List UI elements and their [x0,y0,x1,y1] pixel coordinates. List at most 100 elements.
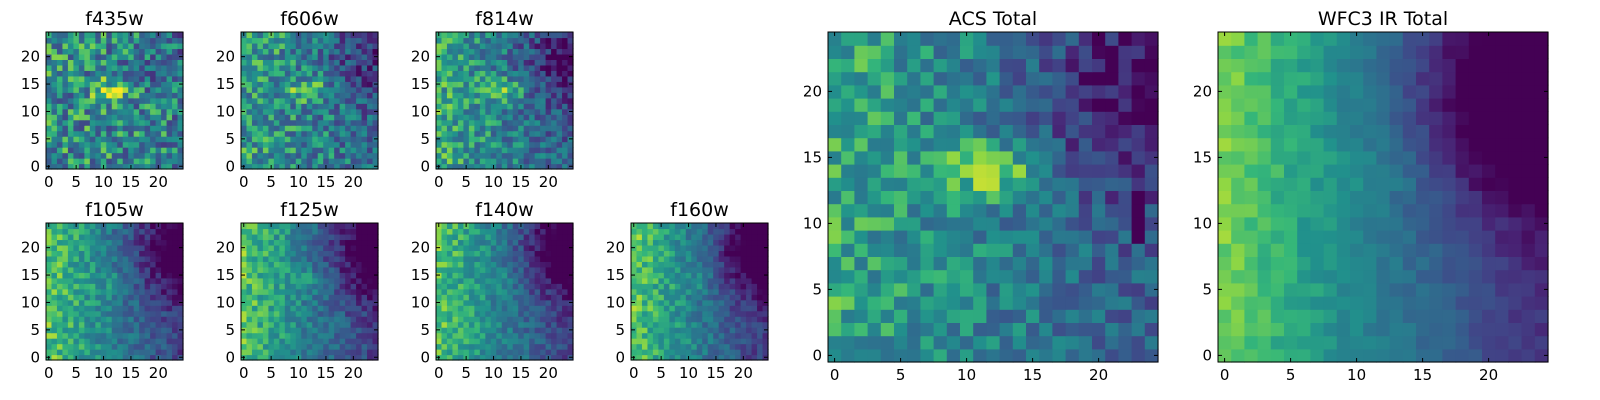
heatmap-cell [540,266,547,273]
heatmap-cell [273,305,280,312]
heatmap-cell [144,75,151,82]
heatmap-cell [545,233,552,241]
heatmap-cell [1105,164,1119,178]
y-tick-label: 5 [225,321,235,339]
heatmap-cell [122,70,129,77]
heatmap-cell [457,327,464,334]
heatmap-cell [485,92,492,99]
heatmap-cell [479,158,486,165]
heatmap-cell [907,164,921,178]
heatmap-cell [51,125,58,132]
heatmap-cell [51,266,58,273]
heatmap-cell [345,64,352,71]
heatmap-cell [540,81,547,88]
heatmap-cell [56,239,64,246]
heatmap-cell [161,277,168,284]
heatmap-cell [479,349,486,356]
heatmap-cell [100,255,107,262]
heatmap-cell [490,305,497,312]
heatmap-cell [501,349,508,356]
heatmap-cell [295,136,302,143]
heatmap-cell [523,321,530,328]
heatmap-cell [328,261,335,268]
heatmap-cell [111,343,118,350]
heatmap-cell [257,277,264,284]
heatmap-cell [1105,216,1119,231]
heatmap-cell [339,53,346,60]
heatmap-cell [323,37,330,44]
heatmap-cell [529,70,536,77]
heatmap-cell [334,125,341,132]
heatmap-cell [523,92,530,99]
heatmap-cell [757,305,764,312]
heatmap-cell [144,114,151,121]
heatmap-cell [436,59,443,66]
heatmap-cell [841,269,855,284]
heatmap-cell [166,223,173,230]
heatmap-cell [636,316,643,323]
heatmap-cell [89,114,96,121]
heatmap-cell [841,216,855,231]
heatmap-cell [128,48,135,55]
heatmap-cell [479,316,486,323]
heatmap-cell [328,70,335,77]
heatmap-cell [150,332,157,339]
heatmap-cell [1092,348,1106,363]
heatmap-cell [523,332,530,339]
heatmap-cell [641,316,649,323]
heatmap-cell [345,343,352,350]
heatmap-cell [907,296,921,310]
heatmap-cell [62,272,69,279]
heatmap-cell [367,321,374,328]
heatmap-cell [122,97,129,104]
heatmap-cell [474,147,481,154]
heatmap-cell [529,305,536,312]
heatmap-cell [150,321,157,328]
heatmap-cell [133,125,140,132]
heatmap-cell [960,256,974,271]
heatmap-cell [652,244,659,251]
heatmap-cell [946,269,961,284]
heatmap-cell [740,277,747,284]
heatmap-cell [556,223,563,230]
heatmap-cell [691,277,698,284]
heatmap-cell [273,37,280,44]
heatmap-cell [1131,282,1146,297]
heatmap-cell [356,136,363,143]
heatmap-cell [512,228,519,235]
heatmap-cell [372,255,379,262]
heatmap-cell [669,327,676,334]
heatmap-cell [328,288,335,295]
heatmap-cell [485,310,492,317]
heatmap-cell [474,223,481,230]
heatmap-cell [56,223,64,230]
heatmap-cell [713,327,720,334]
heatmap-cell [251,53,259,60]
heatmap-cell [540,327,547,334]
heatmap-cell [1012,296,1027,310]
heatmap-cell [463,288,470,295]
heatmap-cell [262,261,269,268]
heatmap-cell [56,114,64,121]
heatmap-cell [279,299,286,306]
heatmap-cell [556,75,563,82]
heatmap-cell [350,103,357,110]
heatmap-cell [246,152,253,159]
heatmap-cell [161,37,168,44]
heatmap-cell [1144,230,1159,244]
heatmap-cell [446,239,454,246]
heatmap-cell [441,277,448,284]
heatmap-cell [78,266,85,273]
heatmap-cell [556,266,563,273]
heatmap-cell [339,321,346,328]
heatmap-cell [463,130,470,137]
heatmap-cell [312,349,319,356]
heatmap-cell [177,338,184,345]
heatmap-cell [446,136,454,143]
y-tick-label: 20 [606,239,625,257]
heatmap-cell [696,239,703,246]
heatmap-cell [496,81,503,88]
heatmap-cell [740,310,747,317]
heatmap-cell [95,103,102,110]
